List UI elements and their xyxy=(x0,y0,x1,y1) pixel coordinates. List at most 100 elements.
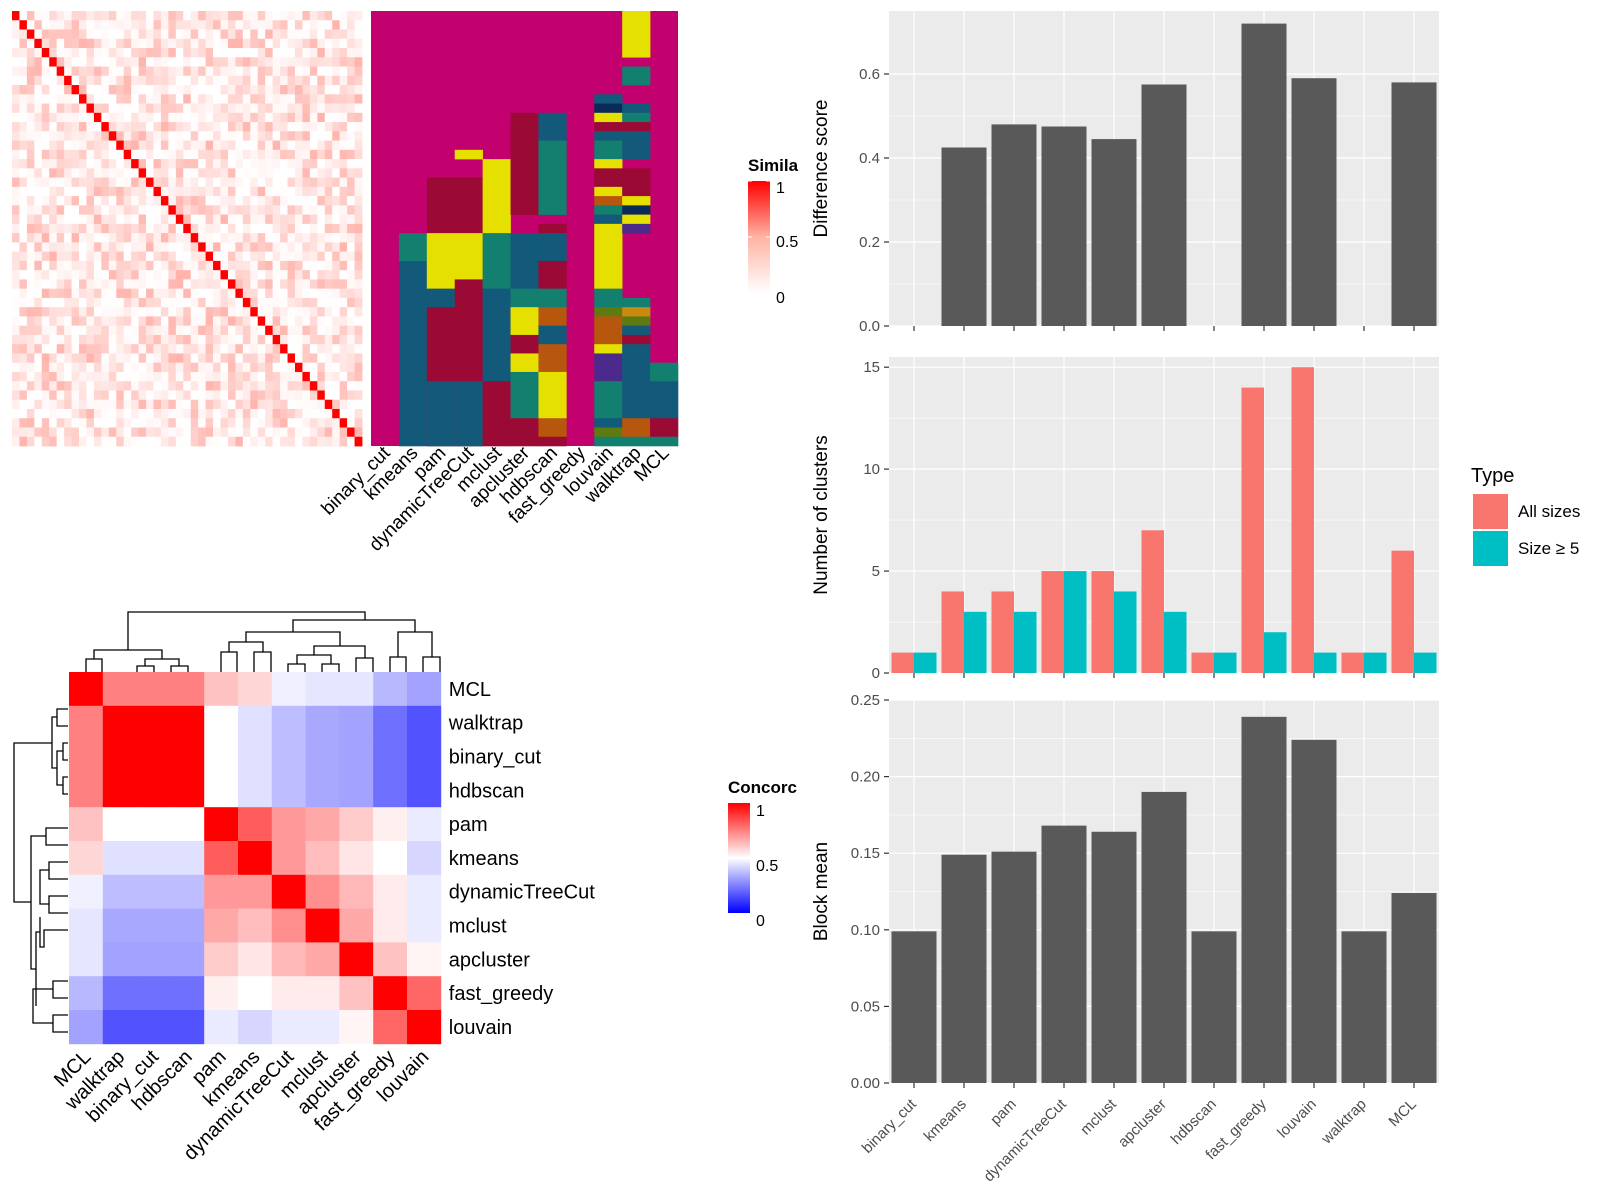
similarity-cell xyxy=(56,242,65,253)
cluster-block xyxy=(594,381,623,419)
similarity-cell xyxy=(198,279,207,290)
similarity-cell xyxy=(168,436,177,447)
similarity-cell xyxy=(131,29,139,40)
similarity-cell xyxy=(116,307,125,317)
similarity-cell xyxy=(287,131,296,141)
similarity-cell xyxy=(160,316,169,327)
similarity-cell xyxy=(287,288,296,299)
similarity-cell xyxy=(324,242,333,253)
similarity-cell xyxy=(242,325,251,336)
similarity-cell xyxy=(34,177,43,188)
similarity-cell xyxy=(19,11,28,21)
similarity-cell xyxy=(146,196,154,206)
similarity-cell xyxy=(56,353,65,364)
similarity-cell xyxy=(160,307,169,317)
similarity-legend-tick: 0.5 xyxy=(776,234,798,251)
similarity-cell xyxy=(116,57,125,67)
similarity-cell xyxy=(34,399,43,410)
similarity-cell xyxy=(309,270,318,280)
similarity-cell xyxy=(12,29,20,40)
similarity-cell xyxy=(242,242,251,253)
similarity-cell xyxy=(317,408,326,419)
similarity-cell xyxy=(138,362,147,373)
similarity-cell xyxy=(227,344,236,354)
similarity-cell xyxy=(183,85,192,95)
similarity-cell xyxy=(332,233,341,243)
similarity-cell xyxy=(116,371,125,382)
similarity-cell xyxy=(309,159,318,169)
similarity-cell xyxy=(160,38,169,49)
similarity-cell xyxy=(235,186,244,197)
similarity-cell xyxy=(354,390,363,401)
similarity-cell xyxy=(332,381,341,391)
similarity-cell xyxy=(287,427,296,438)
similarity-cell xyxy=(302,362,311,373)
similarity-cell xyxy=(146,251,154,262)
similarity-cell xyxy=(175,29,184,40)
similarity-cell xyxy=(101,279,110,290)
concordance-cell xyxy=(373,908,408,943)
similarity-cell xyxy=(19,131,28,141)
similarity-cell xyxy=(146,307,154,317)
similarity-cell xyxy=(205,196,214,206)
similarity-cell xyxy=(294,66,303,77)
similarity-cell xyxy=(131,427,139,438)
similarity-cell xyxy=(287,344,296,354)
similarity-cell xyxy=(108,399,117,410)
bar-all-sizes xyxy=(891,652,914,673)
similarity-cell xyxy=(339,353,348,364)
similarity-cell xyxy=(138,159,147,169)
similarity-cell xyxy=(64,334,72,345)
similarity-cell xyxy=(12,66,20,77)
similarity-cell xyxy=(198,140,207,151)
cluster-block xyxy=(454,381,483,447)
similarity-cell xyxy=(265,334,274,345)
similarity-cell xyxy=(26,122,35,132)
similarity-cell xyxy=(332,159,341,169)
similarity-cell xyxy=(138,85,147,95)
similarity-cell xyxy=(79,427,87,438)
similarity-cell xyxy=(265,20,274,30)
concordance-cell xyxy=(373,773,408,808)
similarity-cell xyxy=(123,66,132,77)
similarity-cell xyxy=(324,325,333,336)
similarity-cell xyxy=(242,399,251,410)
similarity-cell xyxy=(56,270,65,280)
similarity-cell xyxy=(190,362,199,373)
similarity-cell xyxy=(34,149,43,160)
similarity-cell xyxy=(242,196,251,206)
similarity-cell xyxy=(101,371,110,382)
concordance-row-label: hdbscan xyxy=(449,780,525,802)
similarity-cell xyxy=(302,325,311,336)
similarity-cell xyxy=(354,260,363,271)
similarity-cell xyxy=(19,270,28,280)
similarity-cell xyxy=(198,149,207,160)
similarity-cell xyxy=(34,38,43,49)
similarity-cell xyxy=(198,159,207,169)
similarity-cell xyxy=(175,186,184,197)
similarity-cell xyxy=(339,29,348,40)
similarity-cell xyxy=(205,408,214,419)
similarity-cell xyxy=(86,362,95,373)
similarity-cell xyxy=(183,94,192,104)
similarity-cell xyxy=(108,140,117,151)
similarity-cell xyxy=(93,242,102,253)
similarity-cell xyxy=(242,186,251,197)
similarity-cell xyxy=(324,334,333,345)
similarity-cell xyxy=(287,94,296,104)
similarity-cell xyxy=(347,85,355,95)
similarity-cell xyxy=(123,408,132,419)
similarity-cell xyxy=(56,140,65,151)
similarity-cell xyxy=(175,288,184,299)
similarity-cell xyxy=(280,344,288,354)
bar-size5 xyxy=(1414,652,1437,673)
similarity-cell xyxy=(265,149,274,160)
similarity-cell xyxy=(116,149,125,160)
concordance-row-label: louvain xyxy=(449,1017,512,1039)
similarity-cell xyxy=(220,122,229,132)
similarity-cell xyxy=(227,85,236,95)
concordance-cell xyxy=(407,874,442,909)
similarity-cell xyxy=(250,325,259,336)
similarity-cell xyxy=(309,186,318,197)
similarity-cell xyxy=(108,48,117,58)
